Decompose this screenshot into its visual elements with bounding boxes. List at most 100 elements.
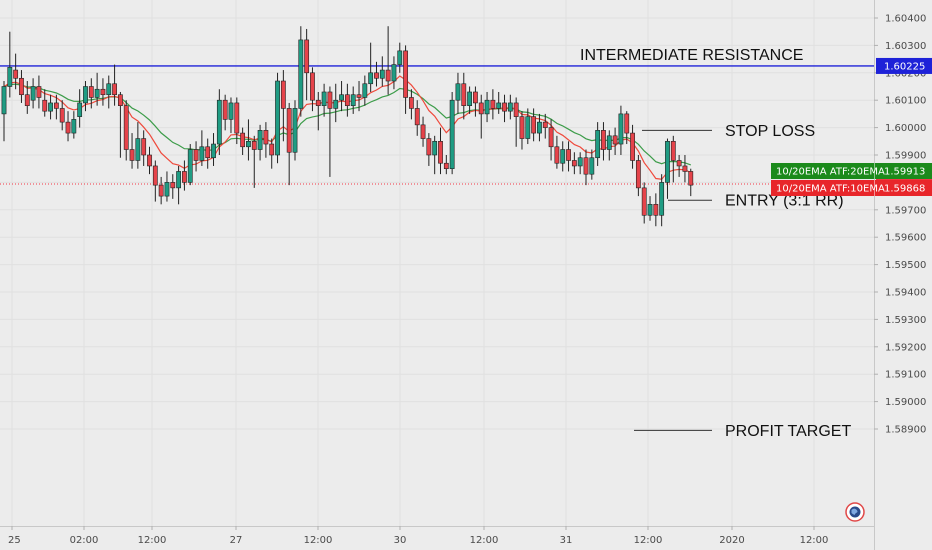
candle-body	[42, 99, 48, 112]
candle-body	[327, 91, 333, 109]
y-tick-label: 1.60100	[885, 96, 926, 107]
candle-body	[362, 83, 368, 98]
indicator-tag-bg	[771, 180, 932, 196]
candle	[478, 94, 484, 139]
candle	[670, 135, 676, 183]
candle	[24, 81, 30, 114]
candle	[531, 108, 537, 142]
candle-body	[71, 119, 77, 134]
candle-body	[484, 99, 490, 115]
candle	[624, 111, 630, 145]
indicator-tag-bg	[771, 163, 932, 179]
candle-body	[118, 94, 123, 106]
candle	[571, 152, 577, 175]
candle	[368, 42, 374, 92]
x-tick-label: 12:00	[138, 535, 167, 546]
candle-body	[513, 102, 519, 117]
candle-body	[286, 108, 292, 153]
candle	[606, 130, 612, 161]
candle	[182, 160, 187, 191]
candle-body	[601, 130, 606, 150]
horizontal-lines	[0, 65, 874, 185]
candle	[647, 196, 653, 221]
indicator-name: 10/20EMA ATF:10EMA	[776, 184, 885, 195]
candle	[53, 94, 59, 120]
candle	[595, 122, 601, 166]
x-tick-label: 12:00	[800, 535, 829, 546]
candle	[310, 67, 315, 112]
candle-body	[135, 138, 141, 161]
x-tick-label: 2020	[719, 535, 744, 546]
candles	[1, 26, 694, 227]
candle-body	[216, 99, 222, 145]
candle-body	[298, 39, 304, 109]
candle-body	[490, 99, 496, 109]
candle-body	[275, 80, 280, 156]
candle-body	[280, 80, 286, 109]
candle	[176, 165, 181, 205]
candle-body	[269, 143, 275, 156]
candle	[659, 174, 665, 227]
candle-body	[228, 102, 234, 120]
time-axis[interactable]: 25 02:00 12:00 27 12:00 30 12:00 31 12:00 2020 12:…	[8, 526, 828, 546]
candle-body	[537, 121, 542, 134]
candle	[42, 89, 48, 117]
candle-body	[467, 91, 472, 106]
candle-body	[251, 141, 257, 150]
candle-body	[461, 83, 467, 106]
candle-body	[659, 182, 665, 216]
candle-body	[123, 105, 129, 150]
candle	[275, 72, 280, 164]
candle-body	[676, 160, 682, 167]
candle	[257, 124, 263, 161]
candle-body	[548, 127, 554, 148]
candle	[71, 111, 77, 139]
candle-body	[187, 149, 193, 183]
resistance-price-tag: 1.60225	[884, 61, 925, 72]
candle	[397, 42, 403, 73]
candle	[414, 100, 420, 136]
candle-body	[339, 94, 344, 101]
candle	[59, 100, 65, 131]
candle	[344, 83, 350, 117]
candle	[88, 78, 94, 109]
candle	[83, 81, 88, 112]
globe-icon[interactable]	[845, 502, 865, 522]
candle-body	[36, 86, 42, 98]
candle	[129, 133, 135, 169]
candle	[100, 78, 106, 106]
candle-body	[455, 83, 461, 101]
candle	[321, 83, 327, 117]
indicator-name: 10/20EMA ATF:20EMA	[776, 167, 885, 178]
candle	[676, 155, 682, 177]
candle-body	[170, 182, 176, 189]
candle-body	[519, 116, 525, 139]
candle-body	[618, 113, 624, 145]
candle-body	[589, 157, 595, 175]
candle-body	[507, 102, 513, 112]
candle	[507, 94, 513, 120]
candle-body	[577, 157, 583, 167]
candle	[408, 89, 414, 120]
candle	[426, 133, 432, 166]
candle-body	[595, 130, 601, 159]
candle-body	[263, 130, 269, 145]
candle	[374, 61, 379, 87]
candle	[315, 91, 321, 131]
candle	[484, 91, 490, 123]
candle	[537, 113, 542, 142]
candle	[164, 171, 170, 202]
candle	[688, 168, 694, 197]
x-tick-label: 02:00	[70, 535, 99, 546]
candle-body	[292, 108, 298, 153]
candle-body	[193, 149, 199, 161]
candle	[205, 138, 211, 169]
candle	[391, 56, 397, 90]
candle-body	[205, 146, 211, 159]
candle-body	[688, 171, 694, 186]
candle-body	[240, 132, 246, 148]
candle-body	[473, 91, 478, 104]
candle	[19, 70, 24, 103]
candle-body	[246, 141, 251, 148]
